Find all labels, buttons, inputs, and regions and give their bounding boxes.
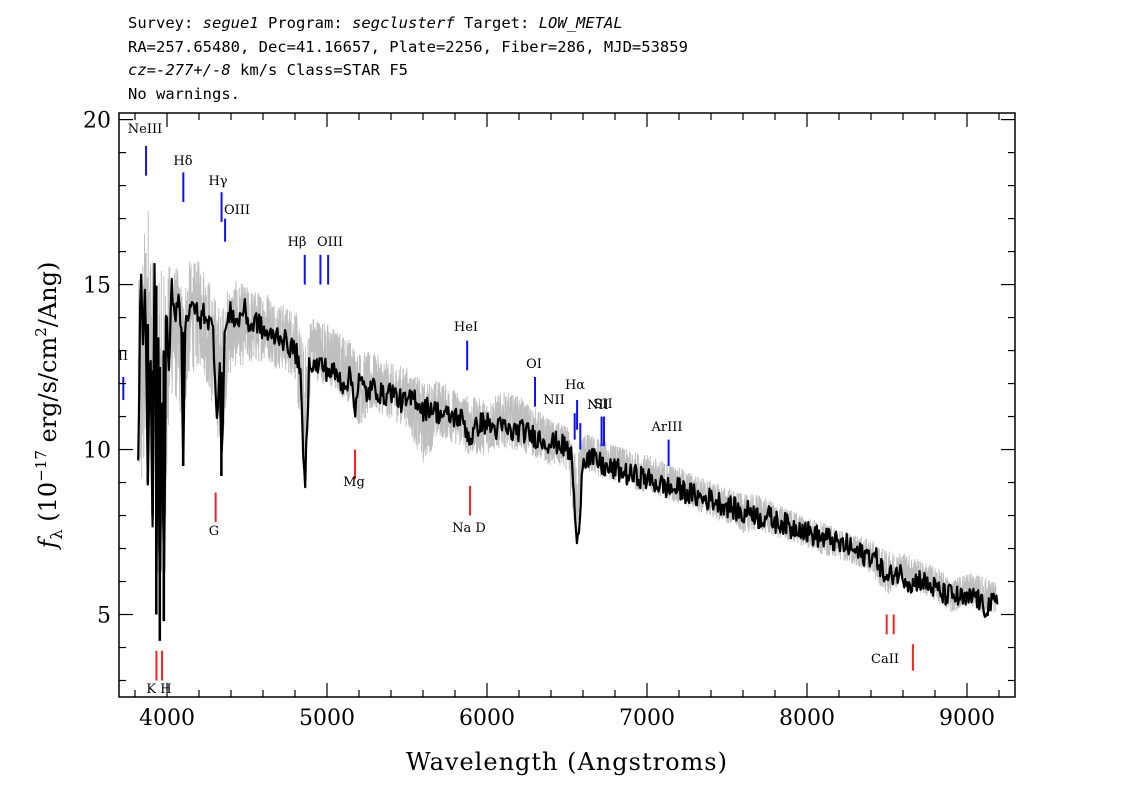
x-axis-label: Wavelength (Angstroms)	[406, 748, 728, 776]
line-labels: II NeIII Hδ Hγ OIII Hβ OIII HeI OI NII H…	[118, 122, 899, 697]
label-ariii: ArIII	[650, 420, 682, 435]
spectral-line-markers	[122, 145, 914, 681]
y-tick-label: 20	[83, 109, 111, 134]
x-tick-label: 7000	[619, 706, 675, 731]
label-g: G	[209, 524, 219, 539]
cz-unit: km/s	[240, 61, 278, 79]
x-tick-labels: 4000 5000 6000 7000 8000 9000	[139, 706, 995, 731]
axis-ticks	[119, 113, 1015, 697]
target-label: Target:	[464, 14, 530, 32]
label-hdelta: Hδ	[173, 154, 192, 169]
spectrum-header: Survey: segue1 Program: segclusterf Targ…	[128, 12, 688, 106]
label-caii: CaII	[871, 652, 899, 667]
x-tick-label: 5000	[299, 706, 355, 731]
label-kh: K H	[146, 682, 171, 697]
label-oiii-5007: OIII	[317, 235, 343, 250]
y-tick-label: 15	[83, 274, 111, 299]
y-tick-label: 5	[97, 604, 111, 629]
label-oii: II	[118, 349, 128, 364]
y-axis-label: fλ (10−17 erg/s/cm2/Ang)	[32, 262, 66, 551]
label-oi: OI	[526, 357, 542, 372]
class-text: Class=STAR F5	[286, 61, 408, 79]
x-tick-label: 9000	[939, 706, 995, 731]
header-line-warnings: No warnings.	[128, 84, 240, 103]
label-nii-6583: NII	[587, 398, 609, 413]
program-label: Program:	[268, 14, 343, 32]
y-tick-label: 10	[83, 439, 111, 464]
cz-value: -277+/-8	[156, 61, 231, 79]
x-tick-label: 8000	[779, 706, 835, 731]
label-neiii: NeIII	[128, 122, 162, 137]
survey-value: segue1	[202, 14, 259, 32]
header-line-redshift: cz=-277+/-8 km/s Class=STAR F5	[128, 59, 688, 83]
label-hgamma: Hγ	[208, 174, 227, 189]
x-tick-label: 6000	[459, 706, 515, 731]
cz-label: cz=	[128, 61, 156, 79]
label-hei: HeI	[454, 320, 478, 335]
target-value: LOW_METAL	[538, 14, 623, 32]
label-nii-6548: NII	[543, 393, 565, 408]
x-tick-label: 4000	[139, 706, 195, 731]
label-sii: SII	[593, 397, 612, 412]
smoothed-flux-trace	[137, 262, 999, 618]
program-value: segclusterf	[352, 14, 455, 32]
label-halpha: Hα	[565, 378, 585, 393]
plot-frame	[118, 112, 1016, 698]
label-nad: Na D	[452, 521, 486, 536]
smoothed-flux-layer	[137, 262, 999, 641]
header-line-survey: Survey: segue1 Program: segclusterf Targ…	[128, 12, 688, 36]
y-tick-labels: 5 10 15 20	[83, 109, 111, 629]
label-hbeta: Hβ	[288, 235, 307, 250]
header-line-coordinates: RA=257.65480, Dec=41.16657, Plate=2256, …	[128, 37, 688, 56]
label-oiii-4363: OIII	[224, 203, 250, 218]
survey-label: Survey:	[128, 14, 194, 32]
label-mg: Mg	[343, 475, 365, 490]
